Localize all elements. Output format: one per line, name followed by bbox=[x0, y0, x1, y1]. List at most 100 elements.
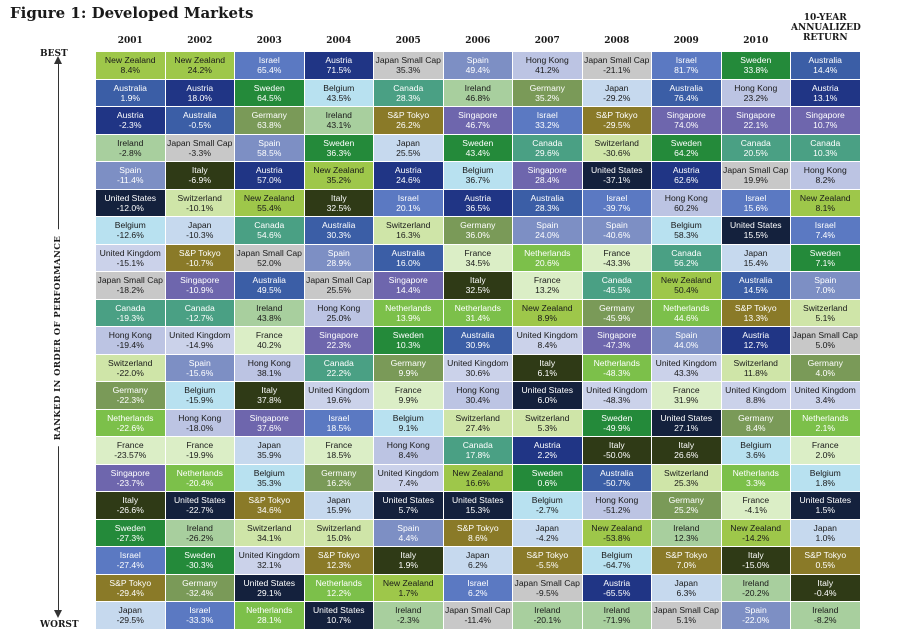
market-return: 15.5% bbox=[743, 230, 768, 241]
market-return: 35.2% bbox=[326, 175, 351, 186]
rank-cell: United Kingdom 7.4% bbox=[374, 464, 443, 491]
market-name: Germany bbox=[182, 577, 218, 588]
rank-cell: Israel 33.2% bbox=[513, 107, 582, 134]
market-return: 13.1% bbox=[813, 92, 838, 103]
market-return: 40.2% bbox=[257, 340, 282, 351]
market-return: -20.1% bbox=[533, 615, 561, 626]
market-name: Austria bbox=[394, 165, 422, 175]
rank-cell: Japan Small Cap 35.3% bbox=[374, 52, 443, 79]
market-name: Belgium bbox=[809, 467, 841, 478]
market-name: Singapore bbox=[458, 110, 498, 120]
market-return: 12.3% bbox=[326, 560, 351, 571]
rank-cell: Israel -33.3% bbox=[165, 602, 234, 629]
market-name: United Kingdom bbox=[447, 357, 509, 368]
rank-cell: United Kingdom 30.6% bbox=[443, 354, 512, 381]
market-name: Canada bbox=[740, 137, 771, 148]
rank-cell: Italy -26.6% bbox=[96, 492, 165, 519]
market-name: Japan bbox=[813, 522, 837, 533]
rank-cell: Switzerland 5.1% bbox=[791, 299, 860, 326]
market-return: 15.6% bbox=[743, 202, 768, 213]
market-name: Ireland bbox=[186, 522, 213, 533]
market-name: Ireland bbox=[673, 522, 700, 533]
market-name: New Zealand bbox=[730, 522, 782, 533]
market-return: -2.8% bbox=[119, 147, 142, 158]
market-name: Canada bbox=[671, 247, 702, 258]
market-name: Germany bbox=[251, 110, 287, 120]
rank-cell: Switzerland 15.0% bbox=[304, 519, 373, 546]
market-return: 14.4% bbox=[813, 65, 838, 76]
market-return: 14.4% bbox=[396, 285, 421, 296]
market-name: New Zealand bbox=[174, 55, 226, 65]
rank-cell: Austria 36.5% bbox=[443, 189, 512, 216]
market-return: 37.8% bbox=[257, 395, 282, 406]
market-name: Israel bbox=[467, 577, 489, 588]
rank-cell: New Zealand 8.1% bbox=[791, 189, 860, 216]
market-return: 8.6% bbox=[467, 532, 488, 543]
rank-cell: United Kingdom -15.1% bbox=[96, 244, 165, 271]
rank-cell: France -19.9% bbox=[165, 437, 234, 464]
rank-cell: Hong Kong -18.0% bbox=[165, 409, 234, 436]
rank-cell: Austria -65.5% bbox=[582, 574, 651, 601]
rank-cell: Singapore -23.7% bbox=[96, 464, 165, 491]
market-name: Spain bbox=[466, 55, 489, 65]
market-return: 43.8% bbox=[257, 312, 282, 323]
market-name: Japan Small Cap bbox=[306, 275, 372, 285]
rank-cell: S&P Tokyo 34.6% bbox=[235, 492, 304, 519]
rank-cell: Italy 26.6% bbox=[652, 437, 721, 464]
market-name: Sweden bbox=[670, 137, 702, 148]
market-return: -29.5% bbox=[116, 615, 144, 626]
market-name: Netherlands bbox=[732, 467, 779, 478]
rank-cell: Netherlands -22.6% bbox=[96, 409, 165, 436]
market-return: 28.3% bbox=[396, 92, 421, 103]
rank-cell: Spain 58.5% bbox=[235, 134, 304, 161]
market-return: 15.9% bbox=[326, 505, 351, 516]
market-return: -12.7% bbox=[186, 312, 214, 323]
market-return: 64.2% bbox=[674, 147, 699, 158]
rank-cell: Japan -29.5% bbox=[96, 602, 165, 629]
rank-cell: Germany 16.2% bbox=[304, 464, 373, 491]
market-return: 29.6% bbox=[535, 147, 560, 158]
market-return: -40.6% bbox=[603, 230, 631, 241]
market-name: S&P Tokyo bbox=[595, 110, 638, 120]
rank-cell: Ireland -20.1% bbox=[513, 602, 582, 629]
market-name: Israel bbox=[189, 605, 211, 615]
market-name: United States bbox=[729, 220, 782, 230]
market-name: Singapore bbox=[666, 110, 706, 120]
market-name: Ireland bbox=[395, 605, 422, 615]
market-return: 18.5% bbox=[326, 450, 351, 461]
market-name: Hong Kong bbox=[108, 330, 152, 340]
market-return: 13.2% bbox=[535, 285, 560, 296]
market-return: 5.3% bbox=[537, 422, 558, 433]
market-return: 13.3% bbox=[743, 312, 768, 323]
market-name: Switzerland bbox=[386, 220, 431, 230]
rank-cell: Japan Small Cap 5.1% bbox=[652, 602, 721, 629]
rank-cell: S&P Tokyo 12.3% bbox=[304, 547, 373, 574]
rank-cell: Netherlands 28.1% bbox=[235, 602, 304, 629]
rank-cell: Italy -6.9% bbox=[165, 162, 234, 189]
rank-cell: Germany 8.4% bbox=[721, 409, 790, 436]
rank-cell: Germany -32.4% bbox=[165, 574, 234, 601]
market-name: New Zealand bbox=[521, 302, 573, 313]
rank-cell: Netherlands 44.6% bbox=[652, 299, 721, 326]
market-return: 14.5% bbox=[743, 285, 768, 296]
market-return: 18.5% bbox=[326, 422, 351, 433]
market-name: Australia bbox=[322, 220, 356, 230]
rank-cell: United States 10.7% bbox=[304, 602, 373, 629]
rank-cell: Canada 56.2% bbox=[652, 244, 721, 271]
market-return: -45.9% bbox=[603, 312, 631, 323]
market-return: -5.5% bbox=[536, 560, 559, 571]
market-name: Netherlands bbox=[176, 467, 223, 478]
rank-cell: Germany 63.8% bbox=[235, 107, 304, 134]
column-header: 2006 bbox=[465, 36, 491, 46]
market-return: -3.3% bbox=[188, 147, 211, 158]
market-name: Japan bbox=[118, 605, 142, 615]
market-name: United States bbox=[104, 192, 157, 203]
arrow-up-icon bbox=[54, 56, 62, 64]
market-return: -22.3% bbox=[116, 395, 144, 406]
rank-cell: New Zealand 8.4% bbox=[96, 52, 165, 79]
market-return: -53.8% bbox=[603, 532, 631, 543]
market-name: S&P Tokyo bbox=[178, 247, 221, 258]
market-name: Hong Kong bbox=[178, 412, 222, 423]
market-return: 23.2% bbox=[743, 92, 768, 103]
rank-cell: United States 6.0% bbox=[513, 382, 582, 409]
